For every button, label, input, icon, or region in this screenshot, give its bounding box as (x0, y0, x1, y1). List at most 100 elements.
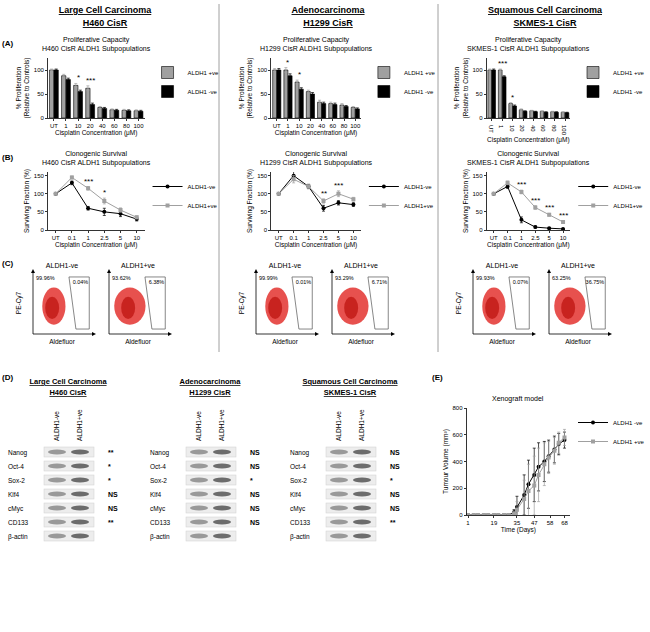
svg-text:UT: UT (275, 235, 283, 241)
svg-text:NS: NS (390, 491, 400, 498)
svg-text:0: 0 (41, 115, 45, 121)
svg-text:ALDH1 -ve: ALDH1 -ve (188, 89, 218, 95)
svg-text:Sox-2: Sox-2 (150, 477, 167, 484)
svg-text:36.75%: 36.75% (586, 279, 605, 285)
svg-text:Large Cell Carcinoma: Large Cell Carcinoma (59, 5, 153, 15)
svg-text:Clonogenic SurvivalH460 CisR A: Clonogenic SurvivalH460 CisR ALDH1 Subpo… (42, 150, 151, 167)
svg-text:*: * (286, 58, 289, 67)
svg-text:ALDH1 +ve: ALDH1 +ve (188, 70, 220, 76)
svg-text:60: 60 (329, 123, 336, 129)
svg-text:40: 40 (530, 125, 536, 132)
svg-text:1: 1 (520, 235, 524, 241)
svg-text:2.5: 2.5 (319, 235, 328, 241)
svg-text:Klf4: Klf4 (150, 491, 162, 498)
svg-text:NS: NS (108, 505, 118, 512)
svg-text:1: 1 (86, 235, 90, 241)
svg-text:PE-Cy7: PE-Cy7 (15, 291, 23, 314)
svg-text:Klf4: Klf4 (8, 491, 20, 498)
svg-text:0.01%: 0.01% (296, 279, 312, 285)
svg-text:0.04%: 0.04% (73, 279, 89, 285)
svg-text:20: 20 (87, 123, 94, 129)
svg-text:Nanog: Nanog (290, 449, 310, 457)
svg-text:50: 50 (476, 91, 483, 97)
svg-text:***: *** (86, 76, 95, 85)
svg-text:Tumour Volume (mm³): Tumour Volume (mm³) (442, 429, 450, 494)
svg-text:10: 10 (350, 235, 357, 241)
svg-text:UT: UT (490, 235, 498, 241)
svg-text:ALDH1+ve: ALDH1+ve (218, 409, 225, 441)
svg-text:Cisplatin Concentration (μM): Cisplatin Concentration (μM) (55, 129, 138, 137)
svg-text:Aldefluor: Aldefluor (49, 338, 75, 345)
svg-text:20: 20 (307, 123, 314, 129)
svg-text:10: 10 (75, 123, 82, 129)
svg-text:800: 800 (453, 405, 464, 411)
svg-text:cMyc: cMyc (8, 505, 24, 513)
svg-text:Nanog: Nanog (8, 449, 28, 457)
svg-text:35: 35 (514, 520, 521, 526)
svg-text:Klf4: Klf4 (290, 491, 302, 498)
svg-text:Large Cell Carcinoma: Large Cell Carcinoma (29, 377, 107, 386)
svg-text:50: 50 (37, 91, 44, 97)
svg-text:NS: NS (250, 491, 260, 498)
svg-text:ALDH1-ve: ALDH1-ve (269, 262, 301, 269)
svg-text:Surviving Fraction (%): Surviving Fraction (%) (462, 169, 470, 233)
svg-text:1: 1 (64, 123, 68, 129)
svg-text:0: 0 (479, 115, 483, 121)
svg-text:*: * (108, 477, 111, 484)
svg-text:**: ** (390, 519, 396, 526)
svg-text:(E): (E) (432, 373, 443, 382)
svg-text:*: * (250, 477, 253, 484)
svg-text:SKMES-1 CisR: SKMES-1 CisR (513, 18, 577, 28)
svg-text:ALDH1 +ve: ALDH1 +ve (613, 70, 645, 76)
svg-text:10: 10 (296, 123, 303, 129)
svg-text:100: 100 (257, 191, 268, 197)
svg-text:Oct-4: Oct-4 (290, 463, 306, 470)
svg-text:47: 47 (531, 520, 538, 526)
svg-text:***: *** (498, 59, 507, 68)
svg-text:UT: UT (50, 123, 58, 129)
svg-text:ALDH1 +ve: ALDH1 +ve (613, 439, 645, 445)
svg-text:ALDH1-ve: ALDH1-ve (486, 262, 518, 269)
svg-text:H1299 CisR: H1299 CisR (303, 18, 353, 28)
svg-text:ALDH1 -ve: ALDH1 -ve (613, 89, 643, 95)
svg-text:50: 50 (476, 209, 483, 215)
svg-text:NS: NS (108, 491, 118, 498)
svg-text:50: 50 (37, 209, 44, 215)
svg-text:Proliferative CapacityH460 Cis: Proliferative CapacityH460 CisR ALDH1 Su… (42, 36, 151, 53)
svg-text:Nanog: Nanog (150, 449, 170, 457)
svg-text:ALDH1-ve: ALDH1-ve (53, 411, 60, 441)
svg-text:ALDH1 +ve: ALDH1 +ve (404, 70, 436, 76)
svg-text:100: 100 (472, 67, 483, 73)
svg-text:Aldefluor: Aldefluor (125, 338, 151, 345)
svg-text:UT: UT (52, 235, 60, 241)
svg-text:*: * (390, 477, 393, 484)
svg-text:UT: UT (273, 123, 281, 129)
svg-text:ALDH1+ve: ALDH1+ve (613, 203, 643, 209)
svg-text:(D): (D) (2, 373, 13, 382)
svg-text:(A): (A) (2, 39, 13, 48)
svg-text:Xenograft model: Xenograft model (492, 395, 544, 403)
svg-text:6.38%: 6.38% (149, 279, 165, 285)
svg-text:5: 5 (337, 235, 341, 241)
svg-text:**: ** (321, 189, 327, 198)
svg-text:60: 60 (540, 125, 546, 132)
svg-text:0: 0 (459, 512, 463, 518)
svg-text:Surviving Fraction (%): Surviving Fraction (%) (246, 169, 254, 233)
svg-text:ALDH1+ve: ALDH1+ve (561, 262, 595, 269)
svg-text:1: 1 (286, 123, 290, 129)
svg-text:β-actin: β-actin (8, 533, 28, 541)
svg-text:Clonogenic SurvivalH1299 CisR: Clonogenic SurvivalH1299 CisR ALDH1 Subp… (260, 150, 373, 167)
svg-text:Cisplatin Concentration (μM): Cisplatin Concentration (μM) (275, 241, 358, 249)
svg-text:Proliferative CapacityH1299 Ci: Proliferative CapacityH1299 CisR ALDH1 S… (260, 36, 373, 53)
svg-text:β-actin: β-actin (150, 533, 170, 541)
svg-text:1: 1 (498, 125, 504, 129)
svg-text:100: 100 (34, 191, 45, 197)
svg-text:Cisplatin Concentration (μM): Cisplatin Concentration (μM) (275, 129, 358, 137)
svg-text:NS: NS (250, 463, 260, 470)
svg-text:*: * (77, 73, 80, 82)
svg-text:80: 80 (551, 125, 557, 132)
svg-text:2.5: 2.5 (100, 235, 109, 241)
svg-text:NS: NS (390, 505, 400, 512)
svg-text:cMyc: cMyc (150, 505, 166, 513)
svg-text:100: 100 (257, 67, 268, 73)
